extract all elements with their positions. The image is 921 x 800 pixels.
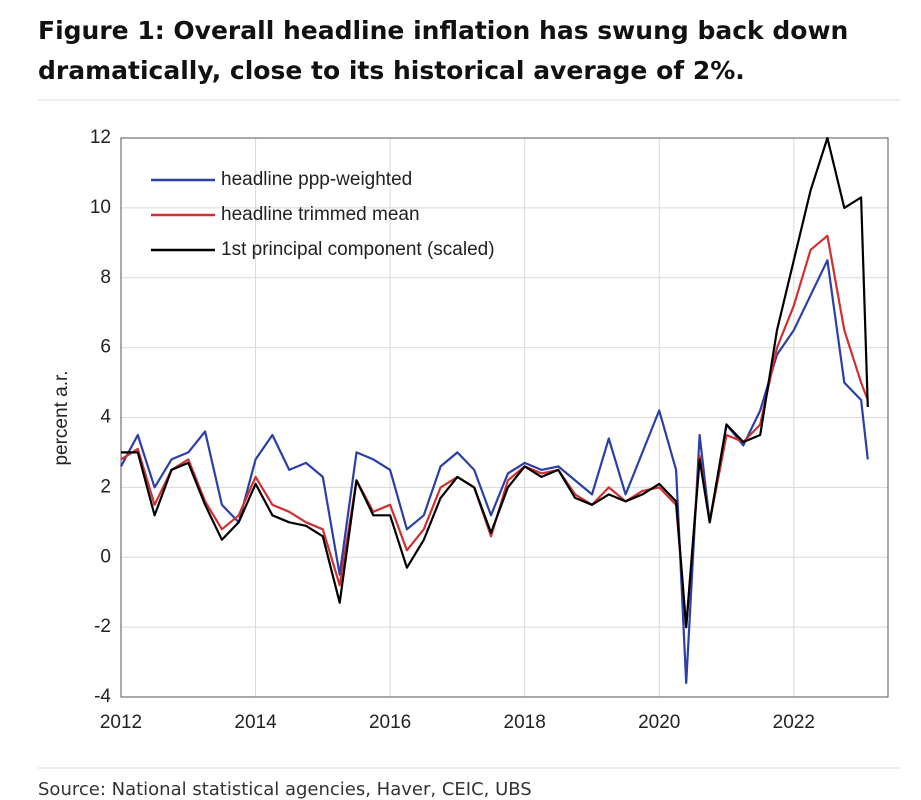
source: Source: National statistical agencies, H… [38, 779, 532, 800]
x-tick-label: 2016 [369, 712, 411, 733]
chart-subtitle: dramatically, close to its historical av… [38, 56, 745, 85]
legend-label: headline ppp-weighted [221, 169, 412, 190]
series-line [121, 136, 869, 629]
chart-title: Figure 1: Overall headline inflation has… [38, 16, 848, 45]
y-tick-label: -2 [94, 616, 111, 637]
y-tick-label: 0 [100, 546, 111, 567]
y-tick-label: 8 [100, 267, 111, 288]
x-tick-label: 2012 [100, 712, 142, 733]
plot-frame [120, 137, 889, 698]
x-tick-label: 2018 [504, 712, 546, 733]
series-line [120, 259, 869, 685]
y-tick-label: 4 [100, 407, 111, 428]
x-tick-label: 2022 [773, 712, 815, 733]
y-tick-label: 10 [90, 197, 111, 218]
y-axis-label: percent a.r. [51, 370, 72, 465]
x-tick-label: 2020 [638, 712, 680, 733]
legend-label: headline trimmed mean [221, 204, 420, 225]
y-tick-label: 12 [90, 127, 111, 148]
y-tick-label: -4 [94, 686, 111, 707]
y-tick-label: 6 [100, 337, 111, 358]
x-tick-label: 2014 [234, 712, 277, 733]
legend-label: 1st principal component (scaled) [221, 239, 495, 260]
series-line [120, 234, 869, 629]
y-tick-label: 2 [100, 476, 111, 497]
